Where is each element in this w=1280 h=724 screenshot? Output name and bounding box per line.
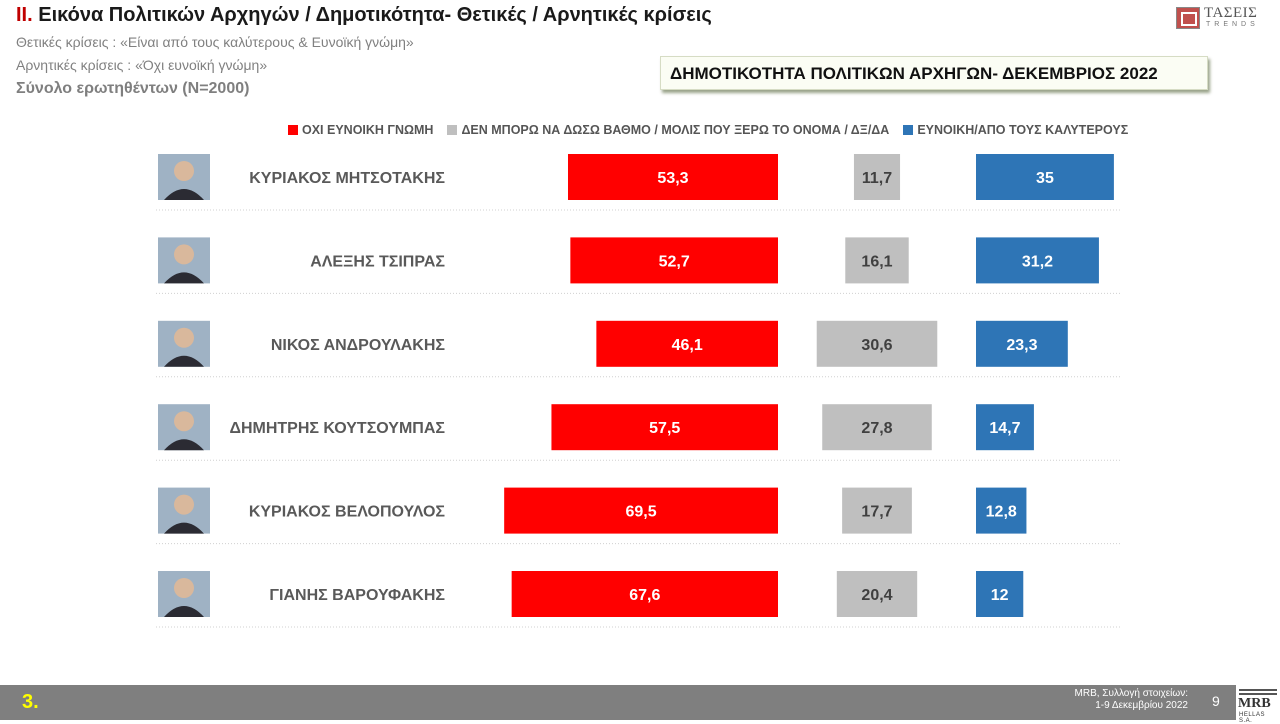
leader-portrait-icon [158,571,210,617]
bar-negative [596,320,778,367]
leader-name: ΝΙΚΟΣ ΑΝΔΡΟΥΛΑΚΗΣ [271,337,446,354]
mrb-logo: MRB HELLAS S.A. [1236,685,1280,724]
legend-item-positive: ΕΥΝΟΙΚΗ/ΑΠΟ ΤΟΥΣ ΚΑΛΥΤΕΡΟΥΣ [903,122,1128,138]
data-label-neutral: 27,8 [861,420,892,437]
legend-swatch-neutral [447,125,458,135]
data-label-positive: 23,3 [1006,337,1037,354]
bar-neutral [845,237,909,284]
bar-neutral [842,487,912,534]
bar-neutral [822,404,932,451]
negative-definition: Αρνητικές κρίσεις : «Όχι ευνοϊκή γνώμη» [16,57,268,73]
legend-swatch-negative [288,125,298,135]
data-label-neutral: 20,4 [861,587,892,604]
leader-portrait-icon [158,320,210,367]
logo-name: ΤΑΣΕΙΣ [1204,5,1258,21]
data-label-neutral: 30,6 [861,337,892,354]
title-number: II. [16,4,33,26]
bar-neutral [816,320,938,367]
data-label-positive: 31,2 [1022,253,1053,270]
bar-positive [976,320,1068,367]
mrb-logo-subtext: HELLAS S.A. [1239,712,1266,724]
legend-swatch-positive [903,125,914,135]
leader-portrait-icon [158,404,210,451]
title-text: Εικόνα Πολιτικών Αρχηγών / Δημοτικότητα-… [38,4,712,26]
legend-label-negative: ΟΧΙ ΕΥΝΟΙΚΗ ΓΝΩΜΗ [302,123,434,137]
data-label-positive: 12 [991,587,1009,604]
data-label-neutral: 16,1 [861,253,892,270]
bar-positive [976,237,1099,284]
data-label-positive: 35 [1036,170,1054,187]
data-label-negative: 67,6 [629,587,660,604]
leader-portrait-icon [158,237,210,284]
leader-portrait-icon [158,154,210,200]
bar-negative [504,487,778,534]
bar-negative [551,404,778,451]
data-label-positive: 12,8 [986,504,1017,521]
page-title: II. Εικόνα Πολιτικών Αρχηγών / Δημοτικότ… [16,4,712,27]
data-label-neutral: 17,7 [861,504,892,521]
data-label-positive: 14,7 [989,420,1020,437]
mrb-logo-line [1239,689,1277,691]
footer-bar: 3. MRB, Συλλογή στοιχείων: 1-9 Δεκεμβρίο… [0,685,1280,724]
leader-name: ΔΗΜΗΤΡΗΣ ΚΟΥΤΣΟΥΜΠΑΣ [229,420,445,437]
bar-neutral [853,154,901,200]
data-label-negative: 46,1 [672,337,703,354]
logo-mark-icon [1176,7,1200,29]
leader-name: ΚΥΡΙΑΚΟΣ ΒΕΛΟΠΟΥΛΟΣ [249,504,446,521]
section-number: 3. [22,691,39,713]
leader-portrait-icon [158,487,210,534]
bar-positive [976,487,1027,534]
leader-name: ΓΙΑΝΗΣ ΒΑΡΟΥΦΑΚΗΣ [269,587,445,604]
source-line-1: MRB, Συλλογή στοιχείων: [1074,688,1188,699]
chart-legend: ΟΧΙ ΕΥΝΟΙΚΗ ΓΝΩΜΗ ΔΕΝ ΜΠΟΡΩ ΝΑ ΔΩΣΩ ΒΑΘΜ… [288,122,1128,138]
leader-name: ΚΥΡΙΑΚΟΣ ΜΗΤΣΟΤΑΚΗΣ [249,170,445,187]
bar-positive [976,404,1034,451]
legend-label-positive: ΕΥΝΟΙΚΗ/ΑΠΟ ΤΟΥΣ ΚΑΛΥΤΕΡΟΥΣ [917,123,1129,137]
logo-subtitle: TRENDS [1206,21,1259,28]
bar-positive [976,154,1114,200]
bar-negative [567,154,778,200]
page-number: 9 [1212,693,1220,709]
legend-item-neutral: ΔΕΝ ΜΠΟΡΩ ΝΑ ΔΩΣΩ ΒΑΘΜΟ / ΜΟΛΙΣ ΠΟΥ ΞΕΡΩ… [447,122,889,138]
source-line-2: 1-9 Δεκεμβρίου 2022 [1095,700,1188,711]
legend-label-neutral: ΔΕΝ ΜΠΟΡΩ ΝΑ ΔΩΣΩ ΒΑΘΜΟ / ΜΟΛΙΣ ΠΟΥ ΞΕΡΩ… [461,123,890,137]
data-label-negative: 69,5 [626,504,657,521]
data-label-neutral: 11,7 [862,170,892,187]
source-note: MRB, Συλλογή στοιχείων: 1-9 Δεκεμβρίου 2… [1075,688,1188,712]
data-label-negative: 53,3 [657,170,688,187]
legend-item-negative: ΟΧΙ ΕΥΝΟΙΚΗ ΓΝΩΜΗ [288,122,433,138]
data-label-negative: 57,5 [649,420,680,437]
mrb-logo-line [1239,693,1277,695]
sample-size: Σύνολο ερωτηθέντων (N=2000) [16,80,250,97]
chart-banner: ΔΗΜΟΤΙΚΟΤΗΤΑ ΠΟΛΙΤΙΚΩΝ ΑΡΧΗΓΩΝ- ΔΕΚΕΜΒΡΙ… [660,56,1208,90]
bar-negative [570,237,778,284]
bar-neutral [836,571,918,617]
tasis-trends-logo: ΤΑΣΕΙΣ TRENDS [1176,5,1268,30]
data-label-negative: 52,7 [659,253,690,270]
bar-positive [976,571,1024,617]
bar-negative [511,571,778,617]
mrb-logo-text: MRB [1238,696,1271,711]
leader-name: ΑΛΕΞΗΣ ΤΣΙΠΡΑΣ [310,253,445,270]
positive-definition: Θετικές κρίσεις : «Είναι από τους καλύτε… [16,34,414,50]
